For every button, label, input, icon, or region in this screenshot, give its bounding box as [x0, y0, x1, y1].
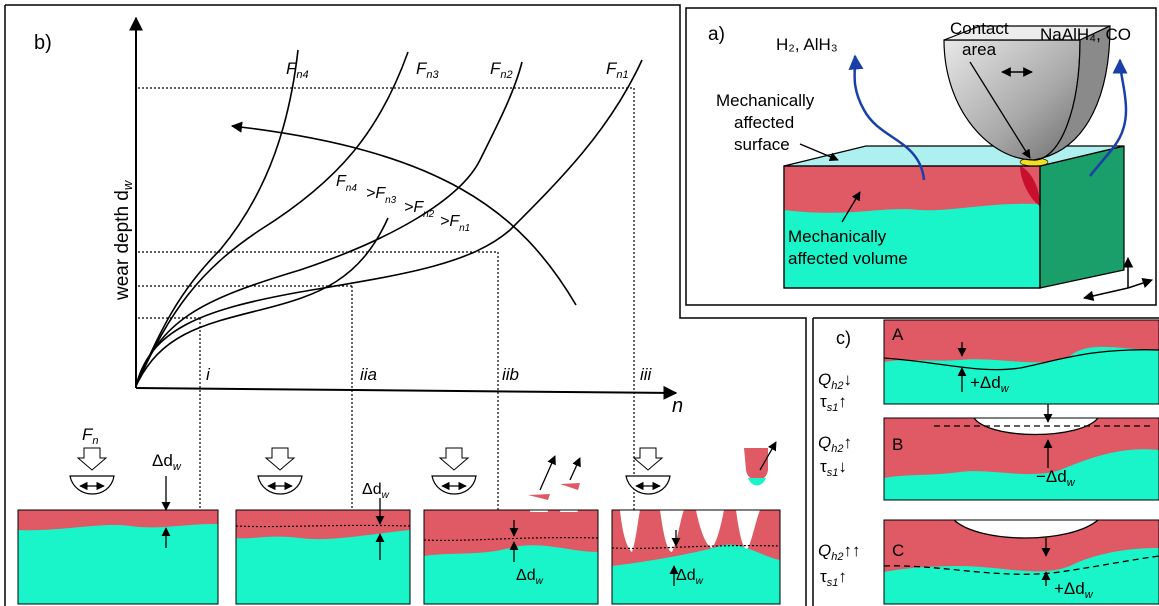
- panel-a-label: a): [708, 24, 725, 45]
- guide-lines: [138, 87, 635, 555]
- x-axis-label: n: [672, 395, 683, 417]
- gas-right-label: NaAlH₄, CO: [1040, 25, 1131, 44]
- y-axis-label: wear depth dw: [112, 179, 135, 301]
- curve-fn4: [135, 49, 299, 387]
- label-fn1: Fn1: [606, 59, 629, 81]
- wear-schematics: Fn Δdw Δdw: [17, 425, 781, 605]
- gas-left-label: H₂, AlH₃: [776, 35, 838, 54]
- contact-label-2: area: [962, 40, 997, 59]
- surface-label-2: affected: [734, 113, 794, 132]
- schematic-i: Fn Δdw: [17, 425, 219, 605]
- fn-label: Fn: [82, 425, 99, 447]
- volume-label-2: affected volume: [788, 249, 908, 268]
- row-a-tau: τs1↑: [820, 392, 847, 414]
- delta-label-2: Δdw: [362, 481, 390, 501]
- panel-c: c) A +Δdw Qh2↓ τs1↑ B −Δdw Qh2↑: [818, 319, 1159, 605]
- wear-curves: [135, 49, 643, 387]
- svg-text:>Fn3: >Fn3: [366, 185, 397, 206]
- regime-i: i: [206, 365, 211, 384]
- schematic-iia: Δdw: [235, 447, 411, 605]
- contact-label-1: Contact: [950, 19, 1009, 38]
- regime-iii: iii: [640, 365, 653, 384]
- curve-fn1: [135, 59, 643, 387]
- coordinate-axes-icon: [1082, 256, 1153, 302]
- force-inequality: Fn4 >Fn3 >Fn2 >Fn1: [336, 173, 470, 234]
- label-fn3: Fn3: [416, 59, 440, 81]
- panel-frames: [4, 4, 1159, 606]
- curve-small: [135, 217, 389, 387]
- panel-c-row-c: C +Δdw Qh2↑↑ τs1↑: [818, 519, 1159, 605]
- x-axis: [135, 385, 678, 400]
- schematic-iii: Δdw: [611, 441, 781, 605]
- delta-label-4: Δdw: [676, 567, 704, 587]
- panel-c-row-a: A +Δdw Qh2↓ τs1↑: [818, 319, 1159, 414]
- surface-label-3: surface: [734, 135, 790, 154]
- trend-arrow: [230, 121, 577, 306]
- label-fn2: Fn2: [490, 59, 513, 81]
- row-c-delta: +Δdw: [1054, 579, 1094, 601]
- row-c-tau: τs1↑: [820, 567, 847, 589]
- row-b-id: B: [892, 435, 903, 454]
- regime-iia: iia: [360, 365, 377, 384]
- row-b-q: Qh2↑: [818, 433, 852, 455]
- row-c-id: C: [892, 541, 904, 560]
- label-fn4: Fn4: [286, 59, 309, 81]
- panel-b-label: b): [34, 32, 52, 54]
- row-a-id: A: [892, 325, 904, 344]
- delta-label-3: Δdw: [516, 567, 544, 587]
- row-a-q: Qh2↓: [818, 370, 852, 392]
- svg-text:>Fn1: >Fn1: [440, 213, 470, 234]
- panel-c-row-b: B −Δdw Qh2↑ τs1↓: [818, 404, 1159, 501]
- panel-a: a) H₂, AlH₃ Contact area NaAlH₄, CO Mech…: [708, 19, 1153, 302]
- row-c-q: Qh2↑↑: [818, 541, 860, 563]
- svg-text:Fn4: Fn4: [336, 173, 357, 194]
- row-b-tau: τs1↓: [820, 457, 847, 479]
- curve-fn3: [135, 51, 409, 387]
- schematic-iib: Δdw: [423, 447, 599, 605]
- panel-c-label: c): [836, 328, 851, 348]
- delta-label-1: Δdw: [152, 451, 182, 473]
- curve-fn2: [135, 61, 523, 387]
- volume-label-1: Mechanically: [788, 227, 887, 246]
- row-a-delta: +Δdw: [970, 373, 1010, 395]
- row-b-delta: −Δdw: [1036, 467, 1076, 489]
- surface-label-1: Mechanically: [716, 91, 815, 110]
- regime-iib: iib: [502, 365, 519, 384]
- svg-text:>Fn2: >Fn2: [404, 199, 435, 220]
- panel-b: b) n wear depth dw: [34, 16, 683, 559]
